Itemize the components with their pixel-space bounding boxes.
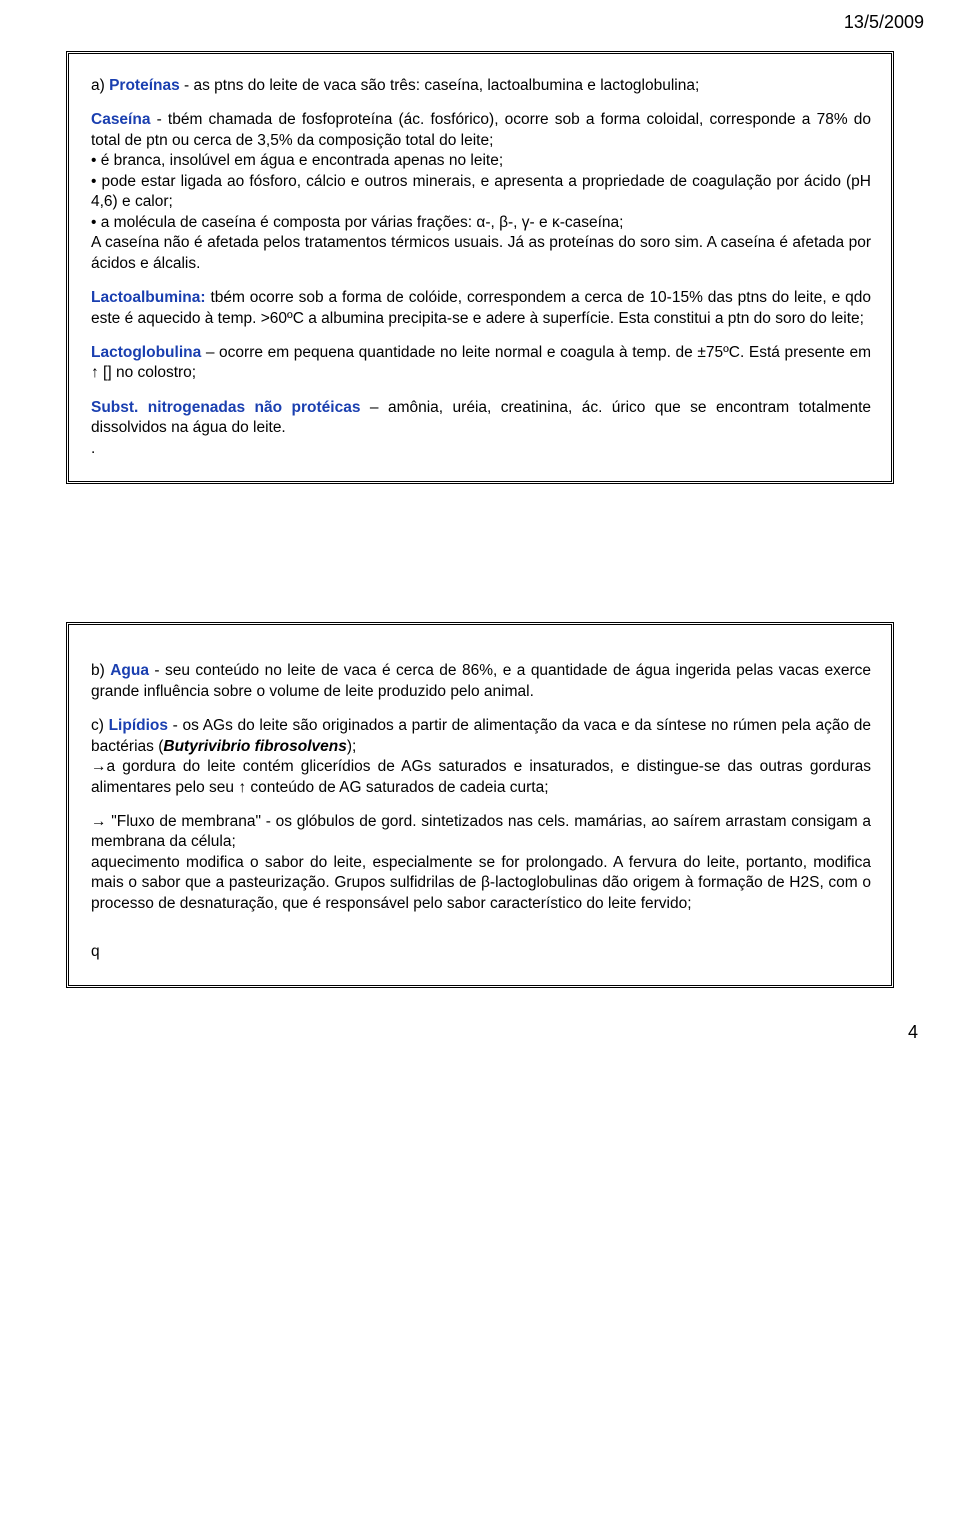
s1-bullet-3: • a molécula de caseína é composta por v…: [91, 213, 871, 233]
s2-agua-title: Agua: [110, 662, 149, 679]
slide-2-body: b) Agua - seu conteúdo no leite de vaca …: [91, 647, 871, 962]
s2-q: q: [91, 942, 871, 962]
s2-fluxo: → "Fluxo de membrana" - os glóbulos de g…: [91, 812, 871, 853]
s2-lipidios: c) Lipídios - os AGs do leite são origin…: [91, 716, 871, 757]
s1-lactoglobulina-desc: – ocorre em pequena quantidade no leite …: [91, 344, 871, 381]
s1-bullet-2: • pode estar ligada ao fósforo, cálcio e…: [91, 172, 871, 213]
s2-c-label: c): [91, 717, 109, 734]
s1-subst-title: Subst. nitrogenadas não protéicas: [91, 399, 360, 416]
s2-lipidios-desc2: );: [347, 738, 356, 755]
s1-lactoalbumina: Lactoalbumina: tbém ocorre sob a forma d…: [91, 288, 871, 329]
s1-caseina-title: Caseína: [91, 111, 150, 128]
s2-aquecimento: aquecimento modifica o sabor do leite, e…: [91, 853, 871, 914]
s1-lactoalbumina-desc: tbém ocorre sob a forma de colóide, corr…: [91, 289, 871, 326]
slide-2: b) Agua - seu conteúdo no leite de vaca …: [66, 622, 894, 987]
s1-lactoalbumina-title: Lactoalbumina:: [91, 289, 206, 306]
s1-caseina: Caseína - tbém chamada de fosfoproteína …: [91, 110, 871, 151]
s1-proteinass-desc: - as ptns do leite de vaca são três: cas…: [180, 77, 700, 94]
slide-1-body: a) Proteínas - as ptns do leite de vaca …: [91, 76, 871, 459]
s1-proteinass-title: Proteínas: [109, 77, 180, 94]
s1-proteinass: a) Proteínas - as ptns do leite de vaca …: [91, 76, 871, 96]
s2-b-label: b): [91, 662, 110, 679]
s1-caseina-desc: - tbém chamada de fosfoproteína (ác. fos…: [91, 111, 871, 148]
s1-subst: Subst. nitrogenadas não protéicas – amôn…: [91, 398, 871, 439]
s2-gordura: →a gordura do leite contém glicerídios d…: [91, 757, 871, 798]
s1-bullet-4: A caseína não é afetada pelos tratamento…: [91, 233, 871, 274]
s2-lipidios-title: Lipídios: [109, 717, 168, 734]
s2-agua: b) Agua - seu conteúdo no leite de vaca …: [91, 661, 871, 702]
s2-bacteria-name: Butyrivibrio fibrosolvens: [163, 738, 346, 755]
s1-bullet-1: • é branca, insolúvel em água e encontra…: [91, 151, 871, 171]
page-date: 13/5/2009: [0, 0, 960, 43]
page-number: 4: [0, 1008, 960, 1055]
s1-lactoglobulina: Lactoglobulina – ocorre em pequena quant…: [91, 343, 871, 384]
s1-end-dot: .: [91, 439, 871, 459]
s1-a-label: a): [91, 77, 109, 94]
slide-1: a) Proteínas - as ptns do leite de vaca …: [66, 51, 894, 484]
s1-lactoglobulina-title: Lactoglobulina: [91, 344, 201, 361]
s2-agua-desc: - seu conteúdo no leite de vaca é cerca …: [91, 662, 871, 699]
